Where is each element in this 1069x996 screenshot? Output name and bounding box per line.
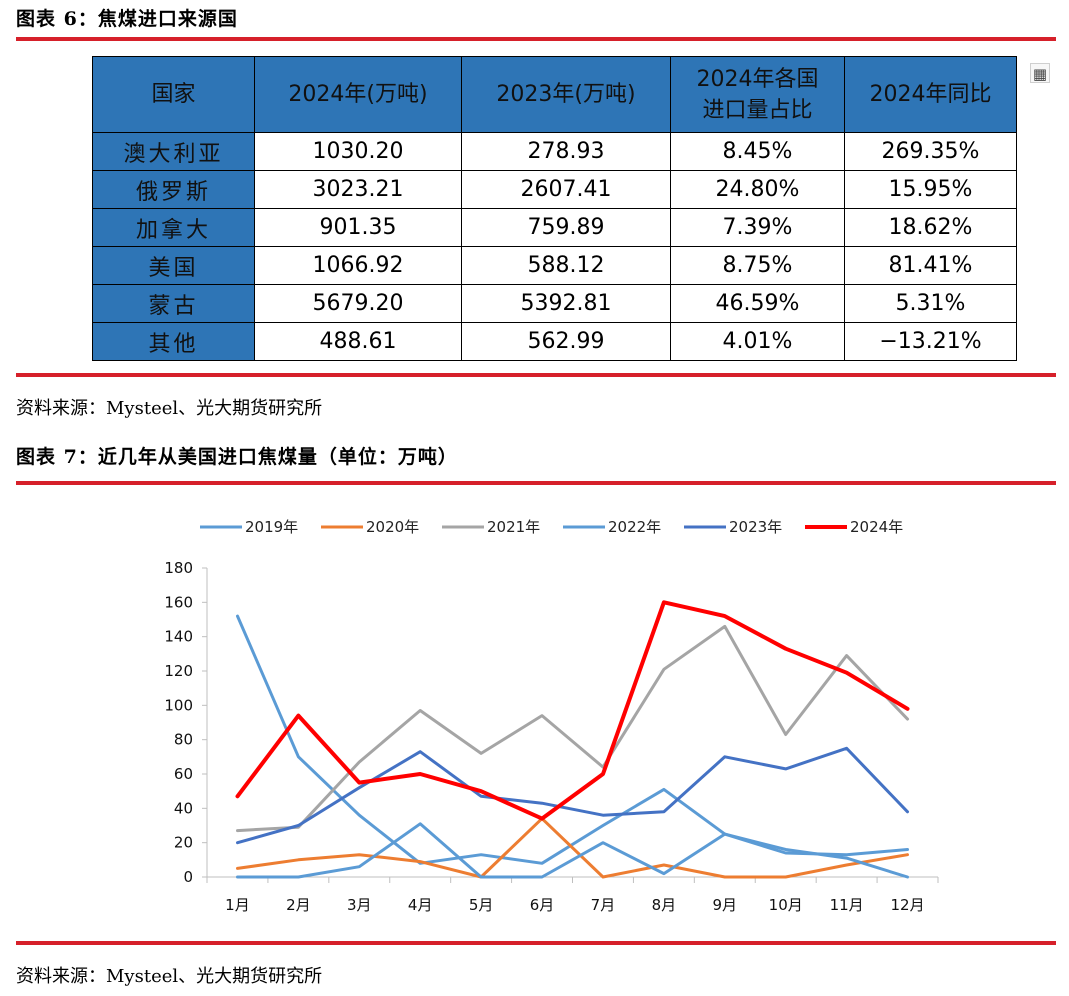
- y-tick-label: 0: [183, 868, 193, 886]
- table-row: 澳大利亚 1030.20 278.93 8.45% 269.35%: [92, 132, 1017, 171]
- y-tick-label: 100: [164, 696, 193, 714]
- cell-yoy: −13.21%: [844, 322, 1017, 361]
- cell-2024: 901.35: [254, 208, 462, 247]
- cell-2024: 3023.21: [254, 170, 462, 209]
- figure7-title: 图表 7：近几年从美国进口焦煤量（单位：万吨）: [16, 446, 458, 468]
- header-share-line2: 进口量占比: [702, 97, 813, 123]
- cell-2023: 759.89: [461, 208, 671, 247]
- cell-yoy: 5.31%: [844, 284, 1017, 323]
- x-tick-label: 8月: [652, 896, 677, 914]
- legend-label: 2019年: [245, 518, 298, 536]
- header-share: 2024年各国 进口量占比: [670, 56, 845, 133]
- legend-label: 2020年: [366, 518, 419, 536]
- y-tick-label: 120: [164, 662, 193, 680]
- cell-2024: 5679.20: [254, 284, 462, 323]
- x-tick-label: 1月: [225, 896, 250, 914]
- y-tick-label: 140: [164, 628, 193, 646]
- table-row: 其他 488.61 562.99 4.01% −13.21%: [92, 322, 1017, 361]
- figure7-bottom-rule: [16, 941, 1056, 945]
- cell-2023: 588.12: [461, 246, 671, 285]
- us-coking-coal-line-chart: 0 20 40 60 80 100 120 140 160 180 1月 2月 3月 4月 5月 6月 7月 8月…: [164, 518, 939, 914]
- series-line-2023年: [236, 746, 909, 845]
- figure6-bottom-rule: [16, 373, 1056, 377]
- x-tick-label: 6月: [530, 896, 555, 914]
- series-line-2019年: [236, 614, 909, 865]
- y-tick-label: 40: [174, 799, 193, 817]
- cell-2023: 278.93: [461, 132, 671, 171]
- cell-2024: 488.61: [254, 322, 462, 361]
- table-row: 蒙古 5679.20 5392.81 46.59% 5.31%: [92, 284, 1017, 323]
- x-tick-label: 3月: [347, 896, 372, 914]
- cell-yoy: 18.62%: [844, 208, 1017, 247]
- cell-country: 蒙古: [92, 284, 255, 323]
- y-tick-label: 20: [174, 834, 193, 852]
- cell-share: 7.39%: [670, 208, 845, 247]
- x-tick-label: 4月: [408, 896, 433, 914]
- y-tick-label: 60: [174, 765, 193, 783]
- x-tick-label: 11月: [830, 896, 864, 914]
- cell-country: 美国: [92, 246, 255, 285]
- x-tick-label: 10月: [769, 896, 803, 914]
- cell-share: 8.45%: [670, 132, 845, 171]
- cell-share: 46.59%: [670, 284, 845, 323]
- cell-2023: 562.99: [461, 322, 671, 361]
- legend-label: 2021年: [487, 518, 540, 536]
- y-tick-label: 80: [174, 731, 193, 749]
- cell-yoy: 81.41%: [844, 246, 1017, 285]
- series-line-2024年: [235, 600, 910, 821]
- cell-country: 加拿大: [92, 208, 255, 247]
- cell-country: 其他: [92, 322, 255, 361]
- header-country: 国家: [92, 56, 255, 133]
- table-row: 俄罗斯 3023.21 2607.41 24.80% 15.95%: [92, 170, 1017, 209]
- coking-coal-import-table: 国家 2024年(万吨) 2023年(万吨) 2024年各国 进口量占比 2024…: [92, 56, 1017, 361]
- cell-country: 澳大利亚: [92, 132, 255, 171]
- series-line-2020年: [236, 817, 909, 879]
- header-2023: 2023年(万吨): [461, 56, 671, 133]
- cell-country: 俄罗斯: [92, 170, 255, 209]
- x-tick-label: 2月: [286, 896, 311, 914]
- table-header-row: 国家 2024年(万吨) 2023年(万吨) 2024年各国 进口量占比 2024…: [92, 56, 1017, 133]
- header-yoy: 2024年同比: [844, 56, 1017, 133]
- cell-2023: 2607.41: [461, 170, 671, 209]
- table-row: 加拿大 901.35 759.89 7.39% 18.62%: [92, 208, 1017, 247]
- x-tick-label: 12月: [890, 896, 924, 914]
- legend-label: 2022年: [608, 518, 661, 536]
- figure6-top-rule: [16, 37, 1056, 41]
- x-tick-label: 7月: [591, 896, 616, 914]
- header-share-line1: 2024年各国: [696, 66, 819, 92]
- series-line-2022年: [236, 822, 909, 879]
- figure6-title: 图表 6：焦煤进口来源国: [16, 8, 238, 30]
- cell-share: 24.80%: [670, 170, 845, 209]
- table-row: 美国 1066.92 588.12 8.75% 81.41%: [92, 246, 1017, 285]
- figure7-source: 资料来源：Mysteel、光大期货研究所: [16, 966, 323, 987]
- cell-share: 4.01%: [670, 322, 845, 361]
- x-tick-label: 9月: [713, 896, 738, 914]
- cell-share: 8.75%: [670, 246, 845, 285]
- x-tick-label: 5月: [469, 896, 494, 914]
- y-tick-label: 180: [164, 559, 193, 577]
- header-2024: 2024年(万吨): [254, 56, 462, 133]
- legend-label: 2023年: [729, 518, 782, 536]
- cell-2024: 1030.20: [254, 132, 462, 171]
- figure7-top-rule: [16, 481, 1056, 485]
- calculator-icon[interactable]: ▦: [1030, 63, 1050, 83]
- legend-label: 2024年: [850, 518, 903, 536]
- cell-2024: 1066.92: [254, 246, 462, 285]
- cell-yoy: 269.35%: [844, 132, 1017, 171]
- cell-2023: 5392.81: [461, 284, 671, 323]
- cell-yoy: 15.95%: [844, 170, 1017, 209]
- y-tick-label: 160: [164, 593, 193, 611]
- figure6-source: 资料来源：Mysteel、光大期货研究所: [16, 398, 323, 419]
